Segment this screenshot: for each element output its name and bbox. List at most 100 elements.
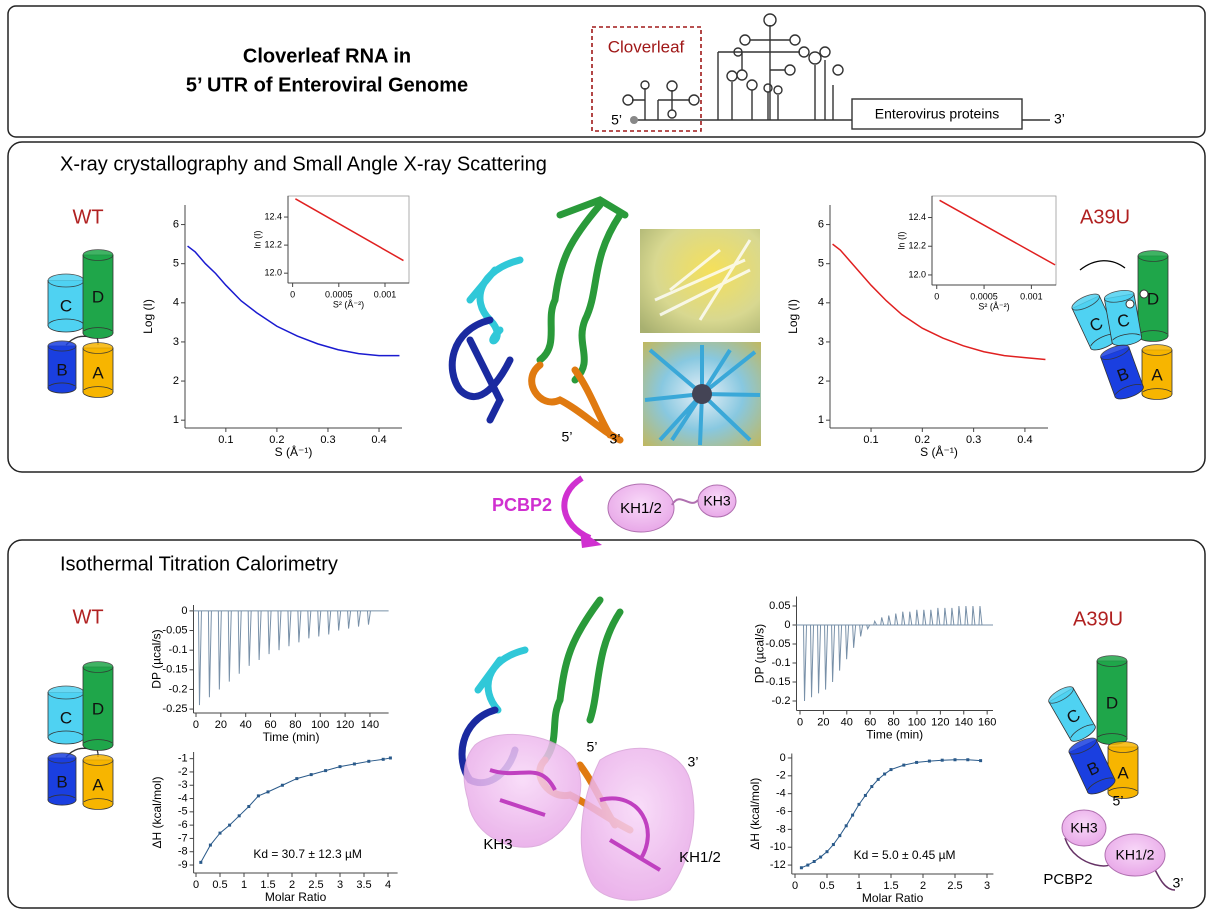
five-prime-label: 5’ bbox=[611, 112, 622, 128]
injection-peak bbox=[247, 610, 252, 666]
x-tick-label: 0 bbox=[193, 719, 199, 731]
y-tick-label: -8 bbox=[178, 846, 188, 858]
kh3-domain bbox=[1061, 809, 1107, 847]
injection-peak bbox=[845, 624, 850, 660]
cylinder-top bbox=[47, 273, 85, 288]
y-tick-label: 12.2 bbox=[264, 239, 282, 249]
data-point bbox=[927, 759, 931, 763]
data-point bbox=[309, 773, 313, 777]
cylinder-top bbox=[1100, 344, 1130, 360]
y-tick-label: 12.0 bbox=[908, 269, 926, 279]
header-title: Cloverleaf RNA in bbox=[243, 45, 411, 67]
y-tick-label: 6 bbox=[818, 218, 824, 230]
y-axis-label: DP (µcal/s) bbox=[150, 629, 164, 688]
kh12-label: KH1/2 bbox=[679, 849, 721, 866]
header-panel bbox=[7, 5, 1206, 138]
inset-frame bbox=[287, 195, 410, 284]
injection-peak bbox=[366, 610, 371, 625]
data-point bbox=[237, 814, 241, 818]
y-axis-label: ln (I) bbox=[896, 231, 906, 249]
cylinder-top bbox=[82, 661, 114, 673]
data-point bbox=[844, 824, 848, 828]
x-tick-label: 0.0005 bbox=[970, 291, 998, 301]
x-tick-label: 120 bbox=[931, 716, 949, 728]
x-tick-label: 0.4 bbox=[371, 434, 386, 446]
data-point bbox=[338, 765, 342, 769]
x-tick-label: 0.5 bbox=[819, 880, 834, 892]
domain-cylinder: D bbox=[82, 249, 114, 339]
x-tick-label: 0 bbox=[290, 289, 295, 299]
cylinder-fill bbox=[83, 802, 113, 804]
data-point bbox=[915, 760, 919, 764]
domain-label: A bbox=[92, 363, 104, 382]
domain-cylinder: C bbox=[47, 685, 85, 745]
domain-cylinder: B bbox=[47, 340, 77, 394]
y-tick-label: -12 bbox=[770, 859, 786, 871]
y-tick-label: -6 bbox=[178, 819, 188, 831]
y-tick-label: 2 bbox=[818, 375, 824, 387]
cylinder-fill bbox=[1108, 791, 1138, 793]
cylinder-body bbox=[1107, 746, 1139, 794]
y-tick-label: 12.0 bbox=[264, 268, 282, 278]
cylinder-fill bbox=[48, 798, 76, 800]
domain-cylinder: A bbox=[82, 342, 114, 398]
y-axis-label: ΔH (kcal/mol) bbox=[150, 776, 164, 848]
cylinder-fill bbox=[1138, 334, 1168, 336]
domain-label: D bbox=[1147, 289, 1159, 308]
marker bbox=[1125, 299, 1135, 309]
data-point bbox=[831, 843, 835, 847]
data-point bbox=[870, 785, 874, 789]
injection-peak bbox=[307, 610, 312, 639]
injection-peak bbox=[887, 615, 892, 626]
domain-cylinder: B bbox=[1100, 344, 1144, 400]
wt-label: WT bbox=[72, 606, 103, 628]
cylinder-body bbox=[47, 345, 77, 389]
injection-peak bbox=[838, 624, 843, 671]
cylinder-fill bbox=[83, 743, 113, 745]
injection-peak bbox=[824, 624, 829, 690]
injection-peak bbox=[810, 624, 815, 698]
x-tick-label: 0 bbox=[797, 716, 803, 728]
y-tick-label: -0.15 bbox=[162, 664, 187, 676]
binding-arrow bbox=[561, 475, 592, 541]
x-tick-label: 0.2 bbox=[915, 434, 930, 446]
cylinder-fill bbox=[1090, 333, 1118, 349]
y-tick-label: 3 bbox=[818, 336, 824, 348]
mutant-label: A39U bbox=[1080, 206, 1130, 228]
data-line bbox=[295, 198, 404, 262]
kh12-domain bbox=[1104, 833, 1166, 877]
y-axis-label: ΔH (kcal/mol) bbox=[748, 778, 762, 850]
injection-peak bbox=[950, 607, 955, 626]
injection-peak bbox=[297, 610, 302, 643]
x-tick-label: 0 bbox=[193, 879, 199, 891]
cylinder-fill bbox=[48, 386, 76, 388]
data-point bbox=[247, 805, 251, 809]
y-tick-label: 12.4 bbox=[264, 211, 282, 221]
cylinder-body bbox=[82, 254, 114, 334]
x-tick-label: 2 bbox=[920, 880, 926, 892]
data-point bbox=[388, 756, 392, 760]
cylinder-top bbox=[47, 752, 77, 764]
x-axis-label: Time (min) bbox=[263, 730, 320, 744]
mutant-label: A39U bbox=[1073, 608, 1123, 630]
data-point bbox=[876, 777, 880, 781]
cylinder-top bbox=[1103, 290, 1135, 303]
cylinder-fill bbox=[1112, 335, 1142, 343]
y-tick-label: -6 bbox=[776, 805, 786, 817]
inset-frame bbox=[931, 195, 1057, 286]
kh12-domain bbox=[607, 483, 675, 533]
itc-panel bbox=[7, 539, 1206, 909]
data-point bbox=[352, 762, 356, 766]
panel-title: X-ray crystallography and Small Angle X-… bbox=[60, 153, 547, 175]
x-tick-label: 40 bbox=[841, 716, 853, 728]
y-tick-label: 4 bbox=[173, 297, 179, 309]
x-tick-label: 0.1 bbox=[863, 434, 878, 446]
domain-label: A bbox=[1151, 365, 1163, 384]
x-tick-label: 0.4 bbox=[1017, 434, 1032, 446]
y-tick-label: 12.2 bbox=[908, 241, 926, 251]
y-tick-label: -4 bbox=[776, 788, 786, 800]
injection-peak bbox=[873, 619, 878, 626]
injection-peak bbox=[207, 610, 212, 698]
injection-peak bbox=[943, 607, 948, 626]
data-point bbox=[979, 759, 983, 763]
